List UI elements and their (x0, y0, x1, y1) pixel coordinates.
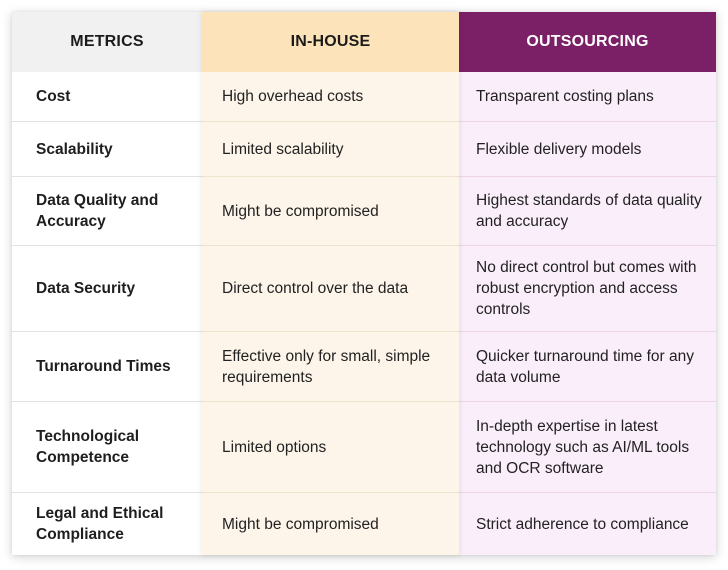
outsourcing-cell-cost: Transparent costing plans (476, 88, 654, 105)
metric-cell-legal-compliance: Legal and Ethical Compliance (36, 505, 164, 543)
inhouse-cell-legal-compliance: Might be compromised (222, 515, 379, 533)
outsourcing-cell-turnaround: Quicker turnaround time for any data vol… (476, 347, 694, 386)
outsourcing-header: OUTSOURCING (459, 12, 716, 72)
metric-cell-turnaround: Turnaround Times (36, 358, 171, 375)
row-divider (12, 492, 202, 493)
row-divider (459, 245, 716, 246)
metrics-header: METRICS (12, 12, 202, 72)
inhouse-column: IN-HOUSE High overhead costs Limited sca… (202, 12, 459, 555)
inhouse-cell-turnaround: Effective only for small, simple require… (222, 347, 431, 386)
inhouse-header: IN-HOUSE (202, 12, 459, 72)
comparison-table: METRICS Cost Scalability Data Quality an… (12, 12, 716, 555)
row-divider (202, 331, 459, 332)
outsourcing-cell-scalability: Flexible delivery models (476, 140, 642, 158)
metric-cell-scalability: Scalability (36, 140, 113, 158)
row-divider (202, 176, 459, 177)
outsourcing-column: OUTSOURCING Transparent costing plans Fl… (459, 12, 716, 555)
row-divider (459, 176, 716, 177)
row-divider (202, 492, 459, 493)
row-divider (12, 401, 202, 402)
inhouse-cell-data-quality: Might be compromised (222, 202, 379, 220)
metric-cell-cost: Cost (36, 88, 71, 105)
row-divider (12, 176, 202, 177)
row-divider (12, 331, 202, 332)
outsourcing-cell-data-quality: Highest standards of data quality and ac… (476, 192, 702, 230)
outsourcing-cell-legal-compliance: Strict adherence to compliance (476, 515, 689, 533)
inhouse-cell-cost: High overhead costs (222, 88, 364, 105)
outsourcing-cell-data-security: No direct control but comes with robust … (476, 259, 697, 318)
metric-cell-tech-competence: Technological Competence (36, 428, 140, 466)
metric-cell-data-security: Data Security (36, 280, 136, 297)
row-divider (202, 401, 459, 402)
row-divider (202, 245, 459, 246)
row-divider (202, 121, 459, 122)
metrics-column: METRICS Cost Scalability Data Quality an… (12, 12, 202, 555)
row-divider (459, 492, 716, 493)
inhouse-cell-tech-competence: Limited options (222, 438, 327, 456)
outsourcing-cell-tech-competence: In-depth expertise in latest technology … (476, 417, 690, 477)
row-divider (12, 245, 202, 246)
row-divider (12, 121, 202, 122)
row-divider (459, 121, 716, 122)
inhouse-cell-scalability: Limited scalability (222, 140, 344, 158)
metric-cell-data-quality: Data Quality and Accuracy (36, 192, 159, 230)
row-divider (459, 331, 716, 332)
inhouse-cell-data-security: Direct control over the data (222, 280, 409, 297)
row-divider (459, 401, 716, 402)
